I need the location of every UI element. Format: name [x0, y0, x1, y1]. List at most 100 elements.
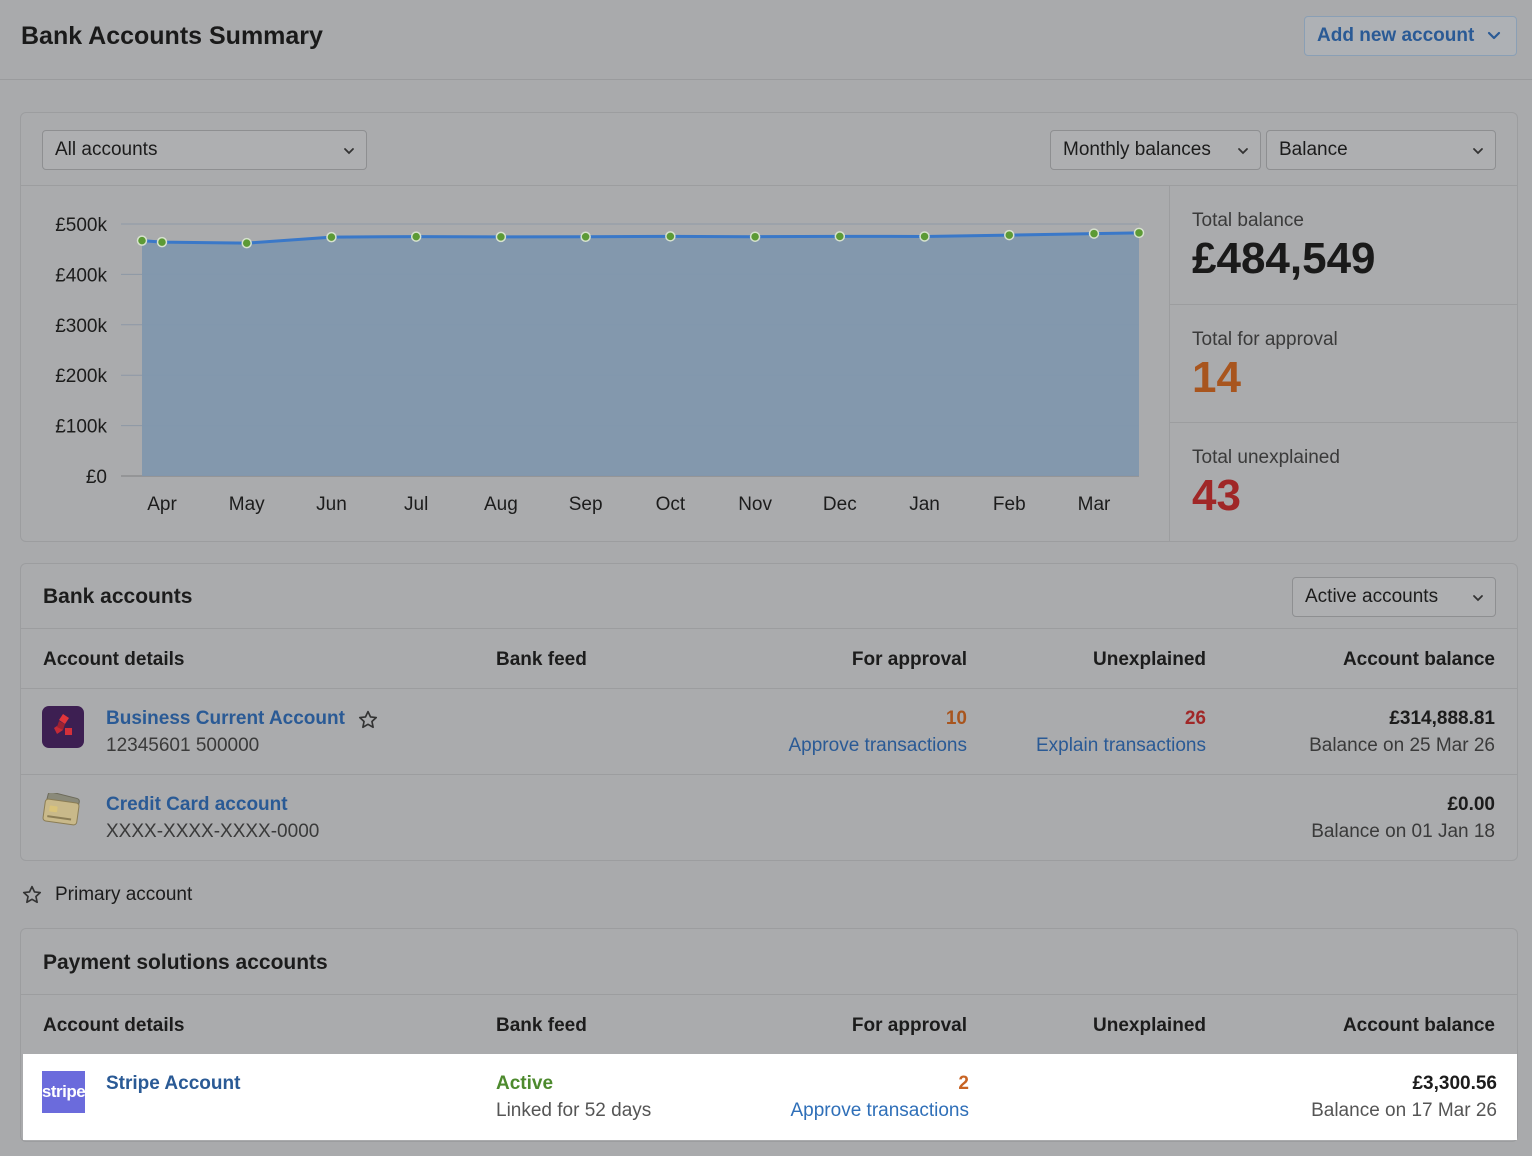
data-point	[580, 231, 591, 243]
col-account-balance: Account balance	[1342, 1015, 1495, 1036]
data-point	[834, 231, 846, 242]
table-row: Credit Card account XXXX-XXXX-XXXX-0000 …	[21, 774, 1517, 860]
add-new-account-label: Add new account	[1317, 25, 1475, 46]
approval-count: 2	[958, 1073, 969, 1094]
x-tick-label: May	[229, 494, 265, 515]
top-bar: Bank Accounts Summary Add new account	[0, 0, 1532, 80]
accounts-filter-value: All accounts	[55, 139, 158, 160]
data-point	[156, 236, 168, 248]
payment-solutions-title: Payment solutions accounts	[43, 951, 328, 974]
data-point	[919, 231, 930, 242]
col-bank-feed: Bank feed	[496, 649, 587, 670]
star-icon[interactable]	[357, 709, 379, 731]
payment-solutions-card: Payment solutions accounts Account detai…	[20, 928, 1518, 1142]
balance-date: Balance on 25 Mar 26	[1309, 735, 1495, 756]
y-tick-label: £400k	[55, 265, 107, 286]
col-account-balance: Account balance	[1342, 649, 1495, 670]
data-point	[1088, 228, 1100, 239]
account-number: 12345601 500000	[106, 735, 260, 756]
data-point	[136, 235, 148, 246]
credit-card-account-link[interactable]: Credit Card account	[106, 794, 288, 815]
total-unexplained-value: 43	[1192, 471, 1241, 520]
chevron-down-icon	[1238, 148, 1248, 155]
x-tick-label: Sep	[569, 494, 603, 515]
x-tick-label: Nov	[738, 494, 772, 515]
total-balance-stat: Total balance £484,549	[1170, 186, 1518, 304]
stripe-account-link[interactable]: Stripe Account	[106, 1073, 241, 1094]
total-unexplained-stat: Total unexplained 43	[1170, 422, 1518, 540]
totals-panel: Total balance £484,549 Total for approva…	[1169, 185, 1518, 541]
y-tick-label: £0	[86, 467, 107, 488]
bank-accounts-card: Bank accounts Active accounts Account de…	[20, 563, 1518, 861]
add-new-account-button[interactable]: Add new account	[1304, 16, 1517, 56]
col-account-details: Account details	[43, 1015, 185, 1036]
period-select[interactable]: Monthly balances	[1050, 130, 1261, 170]
table-header: Account details Bank feed For approval U…	[21, 628, 1517, 688]
x-tick-label: Oct	[656, 494, 686, 515]
col-account-details: Account details	[43, 649, 185, 670]
metric-select-value: Balance	[1279, 139, 1348, 160]
period-select-value: Monthly balances	[1063, 139, 1211, 160]
stripe-logo-icon: stripe	[42, 1071, 86, 1113]
data-point	[1133, 227, 1145, 239]
balance-chart: £0 £100k £200k £300k £400k £500k Apr May Jun Jul A…	[21, 185, 1169, 541]
balance-chart-card: All accounts Monthly balances Balance £0…	[20, 112, 1518, 542]
x-tick-label: Apr	[147, 494, 177, 515]
feed-status-badge: Active	[496, 1073, 554, 1094]
credit-card-icon	[42, 793, 80, 826]
total-approval-stat: Total for approval 14	[1170, 304, 1518, 422]
balance-area-chart: £0 £100k £200k £300k £400k £500k Apr May Jun Jul A…	[55, 215, 1145, 515]
unexplained-count: 26	[1184, 708, 1206, 729]
col-bank-feed: Bank feed	[496, 1015, 587, 1036]
explain-transactions-link[interactable]: Explain transactions	[1035, 735, 1206, 756]
approve-transactions-link[interactable]: Approve transactions	[788, 735, 968, 756]
data-point	[749, 231, 761, 242]
x-tick-label: Jul	[404, 494, 428, 515]
balance-date: Balance on 01 Jan 18	[1311, 821, 1495, 842]
data-point	[1004, 229, 1015, 241]
table-row: Business Current Account 12345601 500000…	[21, 688, 1517, 774]
metric-select[interactable]: Balance	[1266, 130, 1496, 170]
x-tick-label: Aug	[484, 494, 518, 515]
col-for-approval: For approval	[851, 649, 967, 670]
accounts-filter-select[interactable]: All accounts	[42, 130, 367, 170]
x-tick-label: Mar	[1078, 494, 1111, 515]
balance-date: Balance on 17 Mar 26	[1311, 1100, 1497, 1121]
x-tick-label: Feb	[993, 494, 1026, 515]
chevron-down-icon	[344, 148, 354, 155]
star-icon	[22, 885, 42, 904]
approve-transactions-link[interactable]: Approve transactions	[790, 1100, 970, 1121]
approval-count: 10	[945, 708, 967, 729]
primary-account-label: Primary account	[55, 884, 193, 905]
card-number: XXXX-XXXX-XXXX-0000	[106, 821, 320, 842]
data-point	[326, 231, 337, 243]
y-tick-label: £200k	[55, 366, 107, 387]
total-balance-value: £484,549	[1192, 234, 1376, 283]
account-balance: £3,300.56	[1412, 1073, 1497, 1094]
feed-linked-duration: Linked for 52 days	[496, 1100, 652, 1121]
chevron-down-icon	[1473, 148, 1483, 155]
x-tick-label: Jan	[909, 494, 940, 515]
bank-accounts-title: Bank accounts	[43, 585, 193, 608]
x-tick-label: Dec	[823, 494, 857, 515]
page-title: Bank Accounts Summary	[21, 22, 323, 50]
series-line	[141, 231, 1140, 245]
total-balance-label: Total balance	[1192, 210, 1304, 231]
chevron-down-icon	[1473, 595, 1483, 602]
total-approval-value: 14	[1192, 353, 1241, 402]
business-current-account-link[interactable]: Business Current Account	[106, 708, 345, 729]
col-unexplained: Unexplained	[1093, 1015, 1206, 1036]
active-accounts-select[interactable]: Active accounts	[1292, 577, 1496, 617]
data-point	[665, 231, 676, 242]
data-point	[410, 231, 422, 242]
account-balance: £314,888.81	[1389, 708, 1495, 729]
area-fill	[142, 232, 1139, 476]
primary-account-legend: Primary account	[21, 883, 192, 907]
table-header: Account details Bank feed For approval U…	[21, 994, 1517, 1054]
chevron-down-icon	[1487, 31, 1501, 40]
data-point	[495, 231, 507, 243]
account-balance: £0.00	[1447, 794, 1495, 815]
active-accounts-value: Active accounts	[1305, 586, 1439, 607]
data-point	[241, 237, 252, 249]
y-tick-label: £500k	[55, 215, 107, 236]
